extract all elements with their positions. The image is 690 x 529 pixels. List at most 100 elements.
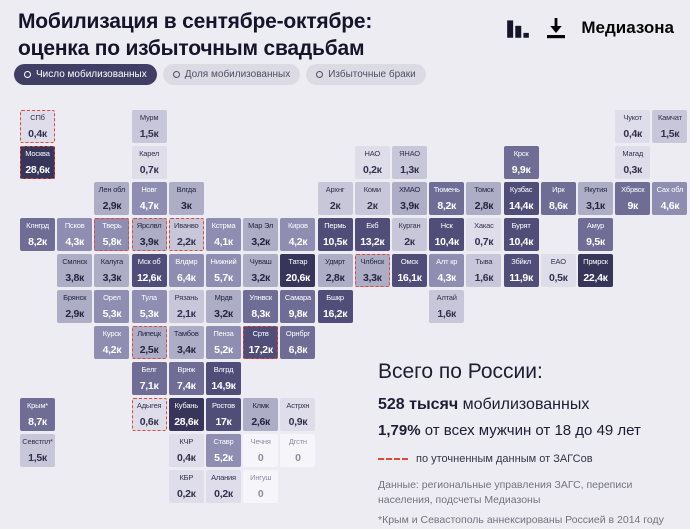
region-tile[interactable]: Курган 2к <box>392 218 427 251</box>
tab-excess-marriages[interactable]: Избыточные браки <box>306 64 426 85</box>
region-tile[interactable]: Сртв 17,2к <box>243 326 279 359</box>
region-tile[interactable]: Бурят 10,4к <box>503 218 539 251</box>
region-tile[interactable]: Лен обл 2,9к <box>94 182 130 215</box>
region-tile[interactable]: Татар 20,6к <box>280 254 316 287</box>
region-tile[interactable]: Мрдв 3,2к <box>206 290 241 323</box>
region-tile[interactable]: Алания 0,2к <box>206 470 241 503</box>
region-tile[interactable]: Нижний 5,7к <box>206 254 241 287</box>
region-tile[interactable]: Чуваш 3,2к <box>243 254 279 287</box>
region-tile[interactable]: КБР 0,2к <box>168 470 204 503</box>
region-tile[interactable]: Псков 4,3к <box>57 218 93 251</box>
region-tile[interactable]: Кстрма 4,1к <box>206 218 241 251</box>
region-tile[interactable]: Кузбас 14,4к <box>503 182 539 215</box>
region-tile[interactable]: Амур 9,5к <box>578 218 613 251</box>
region-tile[interactable]: Прмрск 22,4к <box>578 254 613 287</box>
region-tile[interactable]: Тыва 1,6к <box>466 254 502 287</box>
region-tile[interactable]: Мск об 12,6к <box>131 254 167 287</box>
region-tile[interactable]: Улнвск 8,3к <box>243 290 279 323</box>
region-tile[interactable]: Мар Эл 3,2к <box>243 218 279 251</box>
region-tile[interactable]: Омск 16,1к <box>392 254 427 287</box>
region-tile[interactable]: Калуга 3,3к <box>94 254 130 287</box>
region-tile[interactable]: Москва 28,6к <box>20 146 55 179</box>
region-tile[interactable]: Ставр 5,2к <box>206 434 241 467</box>
region-tile[interactable]: Пенза 5,2к <box>206 326 241 359</box>
region-tile[interactable]: Дгстн 0 <box>280 434 316 467</box>
region-tile[interactable]: Севстпл* 1,5к <box>20 434 55 467</box>
region-tile[interactable]: Пермь 10,5к <box>317 218 353 251</box>
region-value: 13,2к <box>360 236 385 248</box>
region-tile[interactable]: Белг 7,1к <box>131 362 167 395</box>
region-tile[interactable]: Крск 9,9к <box>503 146 539 179</box>
download-icon[interactable] <box>544 16 568 40</box>
region-tile[interactable]: Иванво 2,2к <box>168 218 204 251</box>
region-tile[interactable]: Самара 9,8к <box>280 290 316 323</box>
region-tile[interactable]: Тюмень 8,2к <box>429 182 465 215</box>
region-tile[interactable]: Тула 5,3к <box>131 290 167 323</box>
region-tile[interactable]: КЧР 0,4к <box>168 434 204 467</box>
region-tile[interactable]: ЯНАО 1,3к <box>392 146 427 179</box>
region-tile[interactable]: Киров 4,2к <box>280 218 316 251</box>
region-name: Крск <box>513 149 529 158</box>
total-mobilized: 528 тысяч мобилизованных <box>378 396 590 413</box>
region-tile[interactable]: Члбнск 3,3к <box>354 254 390 287</box>
region-tile[interactable]: Удмрт 2,8к <box>317 254 353 287</box>
tab-mobilized-count[interactable]: Число мобилизованных <box>14 64 157 85</box>
region-name: Мар Эл <box>248 221 274 230</box>
region-tile[interactable]: Алтай 1,6к <box>429 290 465 323</box>
region-tile[interactable]: Алт кр 4,3к <box>429 254 465 287</box>
region-tile[interactable]: Кубань 28,6к <box>168 398 204 431</box>
region-tile[interactable]: Камчат 1,5к <box>652 110 688 143</box>
region-tile[interactable]: Якутия 3,1к <box>578 182 613 215</box>
bar-chart-icon[interactable] <box>505 15 531 41</box>
region-tile[interactable]: Томск 2,8к <box>466 182 502 215</box>
region-tile[interactable]: Новг 4,7к <box>131 182 167 215</box>
region-tile[interactable]: Клмк 2,6к <box>243 398 279 431</box>
region-tile[interactable]: Магад 0,3к <box>615 146 651 179</box>
region-name: Мурм <box>139 113 159 122</box>
tab-mobilized-share[interactable]: Доля мобилизованных <box>162 64 301 85</box>
region-tile[interactable]: Нск 10,4к <box>429 218 465 251</box>
region-tile[interactable]: Чечня 0 <box>243 434 279 467</box>
region-tile[interactable]: ХМАО 3,9к <box>392 182 427 215</box>
region-name: ХМАО <box>398 185 421 194</box>
region-tile[interactable]: Збйкл 11,9к <box>503 254 539 287</box>
region-name: КБР <box>179 473 194 482</box>
region-name: Карел <box>139 149 160 158</box>
region-tile[interactable]: Липецк 2,5к <box>131 326 167 359</box>
region-tile[interactable]: Влгрд 14,9к <box>206 362 241 395</box>
region-tile[interactable]: Адыгея 0,6к <box>131 398 167 431</box>
region-tile[interactable]: Ирк 8,6к <box>540 182 576 215</box>
region-tile[interactable]: Архнг 2к <box>317 182 353 215</box>
region-tile[interactable]: Смлнск 3,8к <box>57 254 93 287</box>
region-tile[interactable]: Ростов 17к <box>206 398 241 431</box>
region-tile[interactable]: Карел 0,7к <box>131 146 167 179</box>
region-tile[interactable]: Коми 2к <box>354 182 390 215</box>
region-name: Врнж <box>177 365 196 374</box>
region-tile[interactable]: Тамбов 3,4к <box>168 326 204 359</box>
crimea-note: *Крым и Севастополь аннексированы Россие… <box>378 514 664 527</box>
region-tile[interactable]: ЕАО 0,5к <box>540 254 576 287</box>
region-tile[interactable]: Ингуш 0 <box>243 470 279 503</box>
region-tile[interactable]: Врнж 7,4к <box>168 362 204 395</box>
region-tile[interactable]: Клнгрд 8,2к <box>20 218 55 251</box>
region-tile[interactable]: Сах обл 4,6к <box>652 182 688 215</box>
region-tile[interactable]: Рязань 2,1к <box>168 290 204 323</box>
region-tile[interactable]: Хбрвск 9к <box>615 182 651 215</box>
region-tile[interactable]: СПб 0,4к <box>20 110 55 143</box>
region-tile[interactable]: Крым* 8,7к <box>20 398 55 431</box>
region-tile[interactable]: Астрхн 0,9к <box>280 398 316 431</box>
region-tile[interactable]: Влдмр 6,4к <box>168 254 204 287</box>
region-tile[interactable]: Влгда 3к <box>168 182 204 215</box>
region-tile[interactable]: НАО 0,2к <box>354 146 390 179</box>
region-tile[interactable]: Брянск 2,9к <box>57 290 93 323</box>
region-tile[interactable]: Курск 4,2к <box>94 326 130 359</box>
region-tile[interactable]: Ярслвл 3,9к <box>131 218 167 251</box>
region-tile[interactable]: Орнбрг 6,8к <box>280 326 316 359</box>
region-tile[interactable]: Чукот 0,4к <box>615 110 651 143</box>
region-tile[interactable]: Екб 13,2к <box>354 218 390 251</box>
region-tile[interactable]: Орел 5,3к <box>94 290 130 323</box>
region-tile[interactable]: Мурм 1,5к <box>131 110 167 143</box>
region-tile[interactable]: Тверь 5,8к <box>94 218 130 251</box>
region-tile[interactable]: Хакас 0,7к <box>466 218 502 251</box>
region-tile[interactable]: Бшкр 16,2к <box>317 290 353 323</box>
